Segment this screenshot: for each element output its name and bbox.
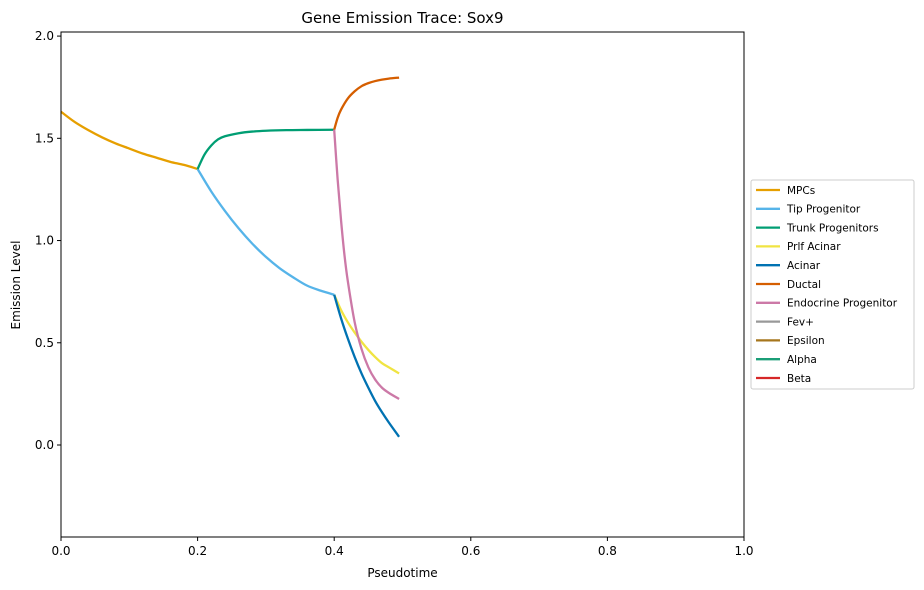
series-line-endocrine-progenitor [333,129,400,400]
x-tick-label: 0.0 [51,544,70,558]
y-tick-label: 2.0 [35,29,54,43]
y-tick-label: 1.5 [35,131,54,145]
x-tick-label: 0.8 [598,544,617,558]
series-line-mpcs [60,110,198,171]
legend-frame [750,179,915,390]
x-tick-label: 0.2 [188,544,207,558]
x-axis-title: Pseudotime [367,566,437,580]
legend-label: Epsilon [787,335,825,347]
legend-label: Fev+ [787,316,814,328]
x-tick-label: 0.4 [325,544,344,558]
legend-label: Ductal [787,279,821,291]
y-tick-label: 0.5 [35,336,54,350]
series-line-tip-progenitor [196,168,335,296]
y-tick-label: 0.0 [35,438,54,452]
legend-label: Endocrine Progenitor [787,298,898,310]
series-line-trunk-progenitors [196,128,335,170]
legend-label: Trunk Progenitors [786,222,879,234]
x-tick-label: 1.0 [734,544,753,558]
series-line-ductal [333,76,400,131]
legend-label: Beta [787,373,811,385]
y-axis: 0.0 0.5 1.0 1.5 2.0 [35,29,61,452]
y-axis-title: Emission Level [9,241,23,330]
x-tick-label: 0.6 [461,544,480,558]
legend-label: Prlf Acinar [787,241,841,253]
series-line-prlf-acinar [333,294,400,375]
legend-label: MPCs [787,185,815,197]
plot-frame [60,31,745,538]
chart-title: Gene Emission Trace: Sox9 [301,9,503,27]
plot-background [61,32,744,537]
y-tick-label: 1.0 [35,234,54,248]
series-line-acinar [333,294,401,438]
legend-label: Acinar [787,260,821,272]
series-layer [60,76,401,438]
legend-label: Alpha [787,354,817,366]
x-axis: 0.0 0.2 0.4 0.6 0.8 1.0 [51,537,754,558]
legend: MPCs Tip Progenitor Trunk Progenitors Prlf … [750,179,915,390]
legend-label: Tip Progenitor [786,204,861,216]
